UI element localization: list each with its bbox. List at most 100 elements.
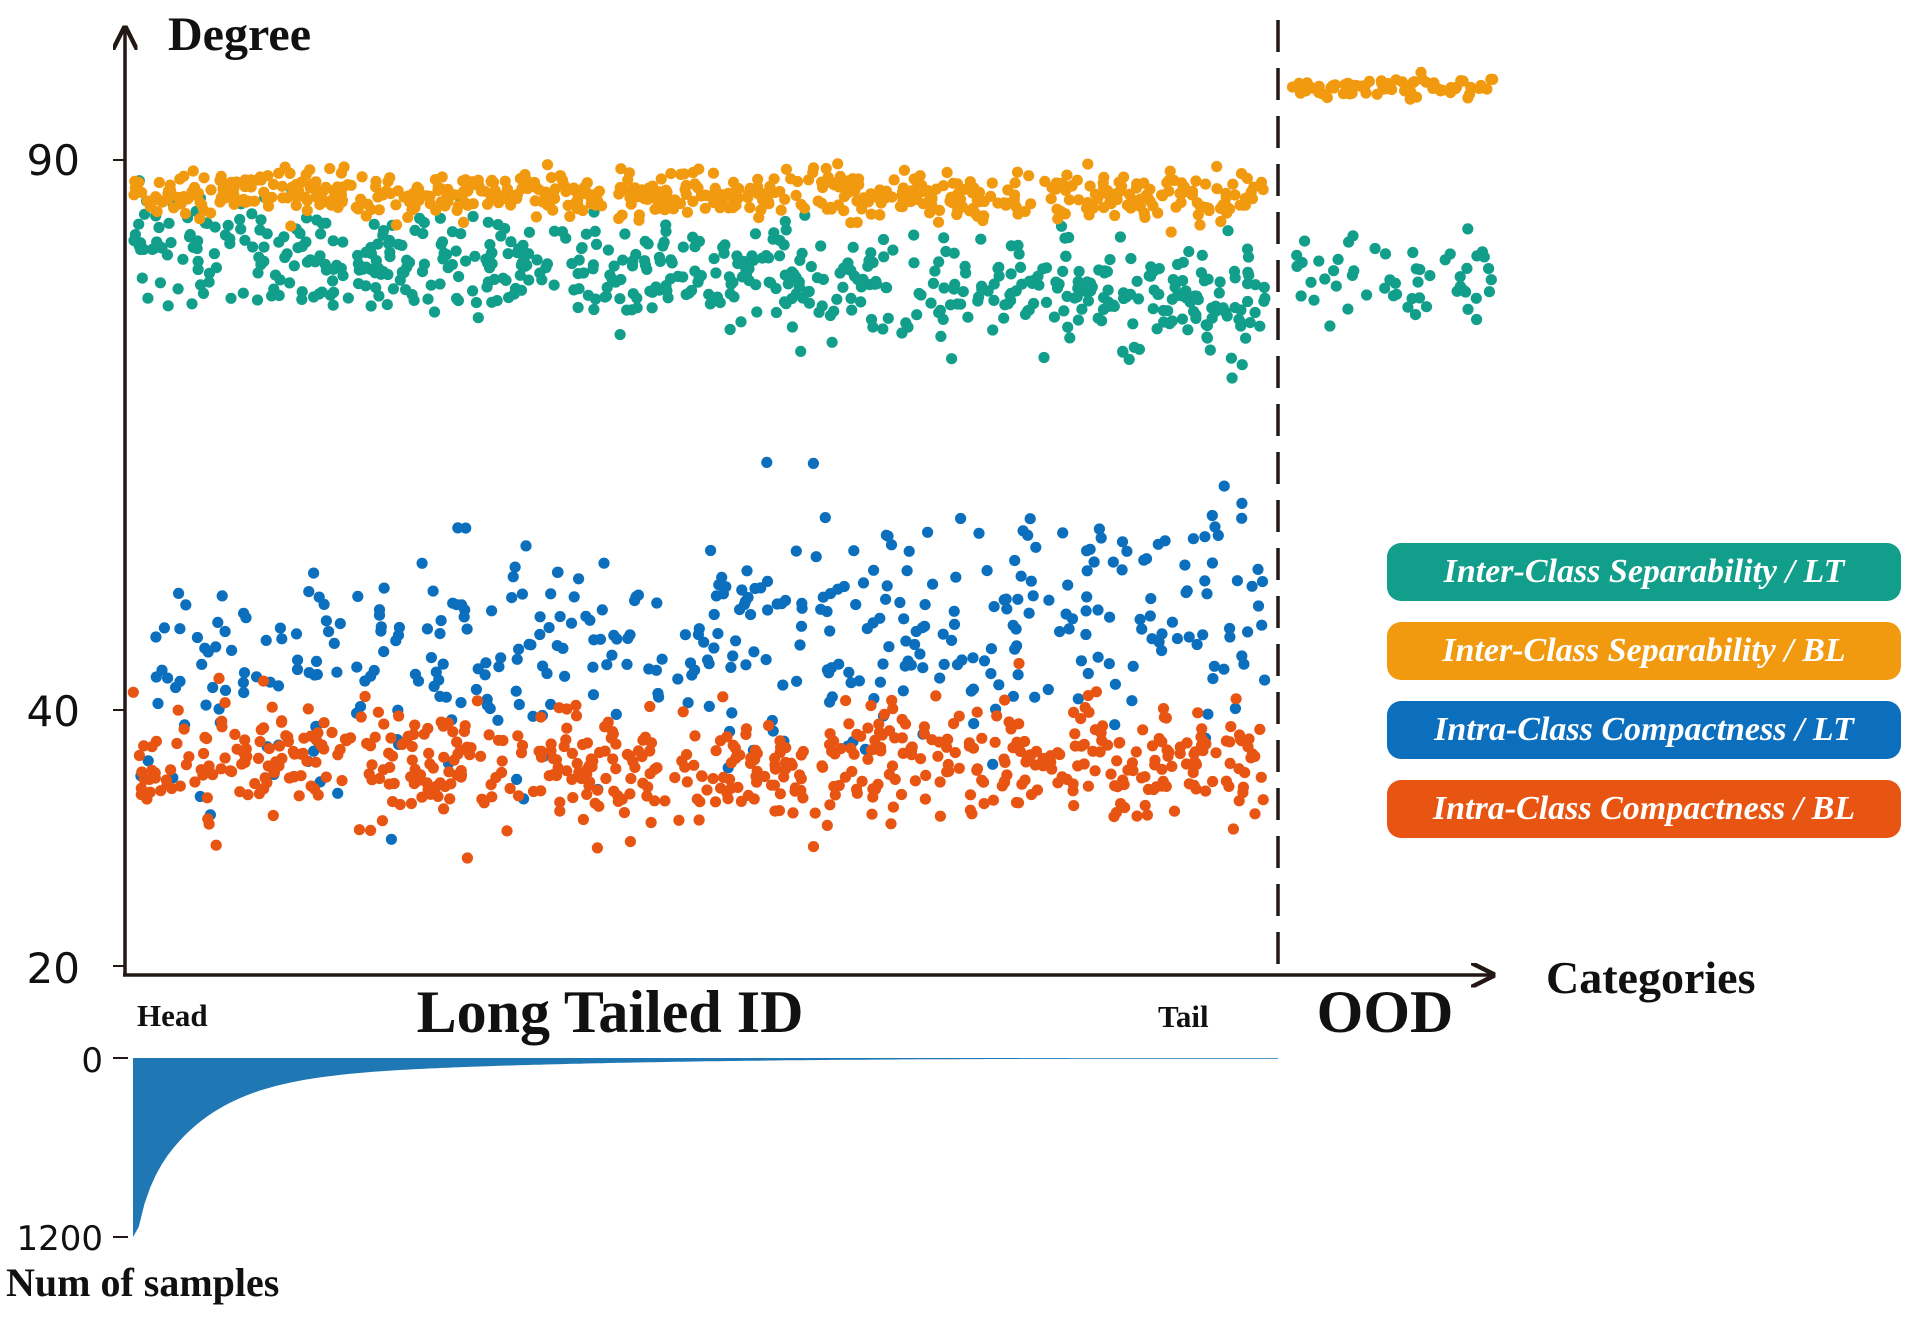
point-ood-inter-lt <box>1313 255 1325 267</box>
point-intra-lt <box>421 623 433 635</box>
point-inter-bl <box>649 203 661 215</box>
point-inter-bl <box>1055 205 1067 217</box>
point-intra-lt <box>833 658 845 670</box>
point-intra-lt <box>730 635 742 647</box>
point-intra-lt <box>1206 557 1218 569</box>
point-inter-bl <box>613 188 625 200</box>
point-intra-bl <box>855 730 867 742</box>
point-inter-lt <box>589 225 601 237</box>
point-intra-lt <box>1121 545 1133 557</box>
point-ood-inter-bl <box>1462 92 1474 104</box>
point-intra-lt <box>705 544 717 557</box>
point-inter-lt <box>795 345 807 357</box>
point-intra-lt <box>545 698 557 711</box>
point-intra-lt <box>734 604 746 616</box>
point-ood-inter-lt <box>1343 236 1355 248</box>
point-intra-lt <box>1208 660 1220 672</box>
point-intra-bl <box>953 762 965 774</box>
point-inter-bl <box>151 192 163 204</box>
point-intra-bl <box>1101 739 1114 751</box>
point-intra-bl <box>1115 798 1127 810</box>
point-inter-bl <box>641 193 654 205</box>
point-intra-bl <box>809 807 821 819</box>
point-intra-bl <box>787 807 799 819</box>
point-inter-lt <box>768 227 780 239</box>
point-intra-bl <box>934 810 947 822</box>
point-inter-bl <box>530 211 543 223</box>
point-intra-lt <box>552 566 564 578</box>
point-intra-lt <box>1054 626 1066 638</box>
point-inter-lt <box>842 257 854 269</box>
point-intra-bl <box>416 791 428 803</box>
point-intra-lt <box>762 604 774 616</box>
point-inter-lt <box>962 311 974 323</box>
point-intra-lt <box>1081 545 1093 557</box>
point-inter-bl <box>832 158 844 170</box>
point-intra-bl <box>141 793 153 805</box>
point-intra-bl <box>785 757 797 769</box>
point-intra-bl <box>887 801 900 813</box>
point-inter-lt <box>1166 315 1178 327</box>
point-inter-lt <box>1148 265 1160 277</box>
point-intra-lt <box>238 687 250 699</box>
point-intra-lt <box>470 683 482 696</box>
point-inter-bl <box>489 184 501 197</box>
point-intra-bl <box>1122 764 1134 776</box>
point-intra-lt <box>513 698 525 711</box>
point-intra-lt <box>656 653 668 665</box>
point-intra-bl <box>465 742 477 754</box>
point-inter-bl <box>1084 180 1096 192</box>
point-intra-bl <box>1255 771 1267 783</box>
point-inter-lt <box>828 305 840 317</box>
point-inter-bl <box>941 166 953 179</box>
point-inter-lt <box>765 277 777 289</box>
point-intra-lt <box>510 773 523 786</box>
point-inter-lt <box>278 231 290 243</box>
point-inter-lt <box>1063 231 1075 244</box>
point-inter-lt <box>606 273 618 285</box>
point-intra-lt <box>303 667 315 679</box>
point-intra-bl <box>1210 747 1222 759</box>
point-inter-bl <box>845 217 857 229</box>
point-inter-bl <box>196 199 208 211</box>
point-inter-lt <box>887 244 899 256</box>
point-inter-lt <box>704 298 717 310</box>
point-intra-lt <box>506 592 518 604</box>
hist-tick-label-1200: 1200 <box>16 1219 103 1259</box>
point-inter-bl <box>914 170 926 182</box>
point-inter-lt <box>1172 288 1184 300</box>
point-inter-lt <box>693 272 705 284</box>
point-inter-bl <box>752 173 764 185</box>
point-inter-bl <box>198 172 210 184</box>
point-inter-bl <box>1098 171 1110 183</box>
point-intra-bl <box>1225 721 1237 733</box>
point-intra-lt <box>713 579 725 591</box>
point-inter-bl <box>168 202 180 214</box>
point-inter-lt <box>933 256 945 268</box>
point-intra-lt <box>1156 645 1168 657</box>
point-intra-bl <box>896 713 908 726</box>
point-inter-lt <box>237 287 249 299</box>
point-inter-bl <box>345 179 357 191</box>
point-intra-lt <box>1012 593 1024 605</box>
point-inter-bl <box>172 191 184 203</box>
point-intra-bl <box>178 723 190 735</box>
point-intra-lt <box>174 675 186 688</box>
point-intra-bl <box>554 796 566 808</box>
point-intra-bl <box>1220 735 1232 747</box>
point-inter-bl <box>780 163 793 175</box>
point-inter-lt <box>222 219 234 231</box>
point-intra-bl <box>216 715 228 727</box>
point-inter-bl <box>828 179 840 191</box>
point-intra-bl <box>732 781 744 794</box>
point-inter-lt <box>780 224 792 236</box>
point-inter-lt <box>619 228 631 240</box>
point-ood-inter-lt <box>1384 274 1396 286</box>
point-inter-bl <box>174 173 186 185</box>
point-intra-lt <box>736 584 748 596</box>
point-intra-bl <box>693 814 705 826</box>
point-intra-lt <box>323 626 335 638</box>
point-intra-lt <box>1207 673 1219 685</box>
point-intra-lt <box>1187 533 1199 545</box>
point-intra-bl <box>978 798 990 810</box>
